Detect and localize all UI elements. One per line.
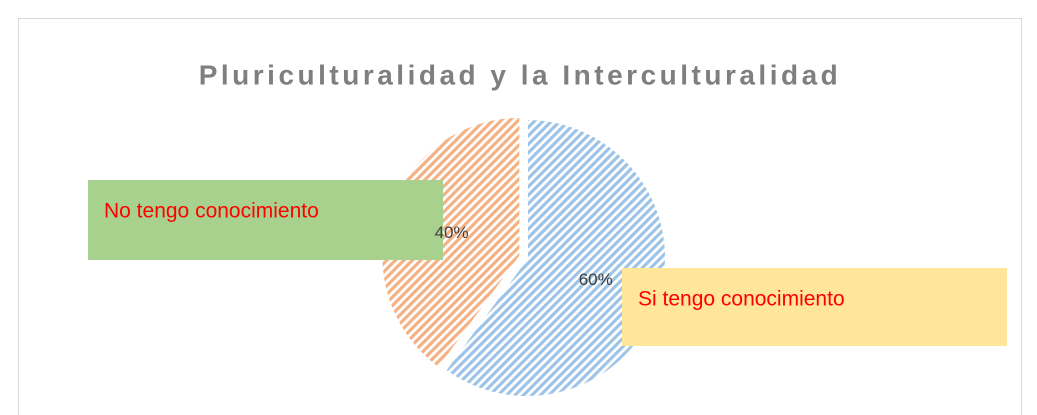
annotation-box: [88, 180, 443, 260]
chart-title: Pluriculturalidad y la Interculturalidad: [199, 59, 842, 90]
annotation-box: [622, 268, 1007, 346]
annotation-text: No tengo conocimiento: [104, 200, 319, 223]
annotation-text: Si tengo conocimiento: [638, 288, 845, 311]
data-label: 60%: [579, 270, 613, 289]
data-label: 40%: [435, 223, 469, 242]
